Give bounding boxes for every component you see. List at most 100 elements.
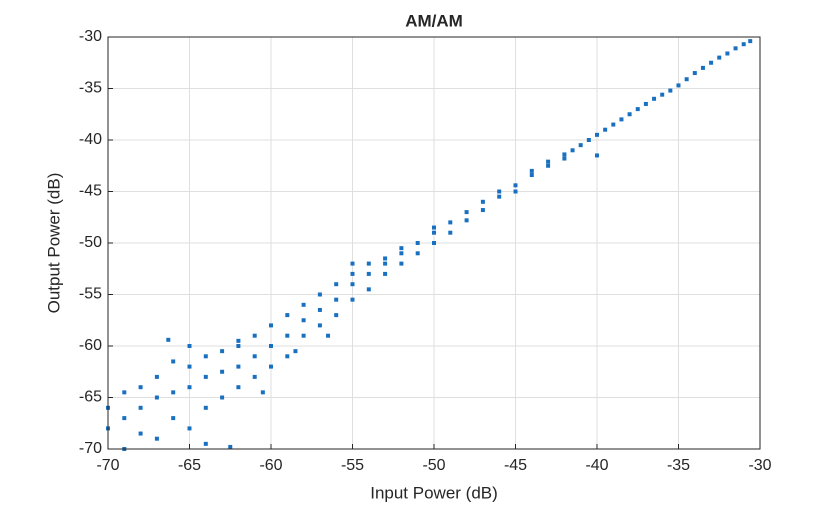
point <box>138 385 143 390</box>
point <box>317 307 322 312</box>
point <box>220 349 225 354</box>
point <box>464 218 469 223</box>
point <box>220 395 225 400</box>
point <box>285 354 290 359</box>
y-tick-label: -65 <box>79 389 102 406</box>
point <box>595 153 599 158</box>
point <box>334 297 339 302</box>
point <box>692 71 697 76</box>
x-tick-label: -45 <box>504 457 527 474</box>
point <box>432 225 436 230</box>
point <box>317 292 322 297</box>
point <box>203 441 208 446</box>
point <box>562 156 567 161</box>
point <box>301 318 306 323</box>
point <box>236 338 241 343</box>
point <box>383 261 388 266</box>
point <box>203 405 208 410</box>
point <box>733 46 738 51</box>
point <box>529 173 534 178</box>
x-tick-label: -40 <box>585 457 608 474</box>
y-tick-label: -45 <box>79 183 102 200</box>
point <box>546 163 551 168</box>
point <box>700 65 705 70</box>
point <box>350 282 355 287</box>
point <box>383 271 388 276</box>
point <box>643 101 648 106</box>
point <box>350 297 355 302</box>
point <box>432 230 436 235</box>
point <box>171 390 176 395</box>
point <box>154 395 159 400</box>
point <box>448 220 453 225</box>
point <box>595 132 599 137</box>
point <box>578 143 583 148</box>
y-tick-label: -55 <box>79 286 102 303</box>
point <box>187 364 192 369</box>
point <box>684 77 689 82</box>
point <box>228 444 233 449</box>
point <box>122 416 127 421</box>
point <box>497 189 502 194</box>
point <box>546 159 551 164</box>
point <box>301 333 306 338</box>
point <box>668 88 673 93</box>
point <box>122 390 127 395</box>
point <box>660 92 665 97</box>
point <box>513 189 518 194</box>
point <box>154 436 159 441</box>
point <box>252 374 257 379</box>
point <box>203 354 208 359</box>
point <box>187 426 192 431</box>
point <box>717 55 722 60</box>
point <box>301 302 306 307</box>
x-tick-label: -55 <box>341 457 364 474</box>
point <box>709 60 714 65</box>
y-axis-label: Output Power (dB) <box>44 173 63 314</box>
point <box>748 39 753 44</box>
point <box>269 344 273 348</box>
point <box>464 210 469 215</box>
point <box>366 261 371 266</box>
point <box>415 251 420 256</box>
point <box>350 271 355 276</box>
point <box>611 122 616 127</box>
point <box>269 323 273 328</box>
x-tick-label: -50 <box>422 457 445 474</box>
y-tick-label: -70 <box>79 440 102 457</box>
point <box>252 354 257 359</box>
point <box>334 282 339 287</box>
point <box>236 385 241 390</box>
chart-title: AM/AM <box>405 11 463 30</box>
x-tick-label: -60 <box>259 457 282 474</box>
point <box>432 241 436 245</box>
x-tick-label: -70 <box>96 457 119 474</box>
point <box>399 246 404 251</box>
point <box>741 42 746 47</box>
x-tick-label: -30 <box>748 457 771 474</box>
point <box>220 369 225 374</box>
point <box>171 416 176 421</box>
point <box>586 138 591 142</box>
point <box>399 251 404 256</box>
point <box>570 148 575 153</box>
point <box>676 83 681 88</box>
point <box>529 168 534 173</box>
point <box>334 313 339 318</box>
point <box>285 313 290 318</box>
point <box>350 261 355 266</box>
x-axis-label: Input Power (dB) <box>370 483 498 502</box>
y-tick-label: -30 <box>79 28 102 45</box>
point <box>236 344 241 348</box>
point <box>480 199 485 204</box>
point <box>326 333 331 338</box>
point <box>236 364 241 369</box>
point <box>480 208 485 213</box>
point <box>285 333 290 338</box>
point <box>513 183 518 188</box>
point <box>252 333 257 338</box>
point <box>603 127 608 132</box>
point <box>138 405 143 410</box>
point <box>652 96 657 101</box>
